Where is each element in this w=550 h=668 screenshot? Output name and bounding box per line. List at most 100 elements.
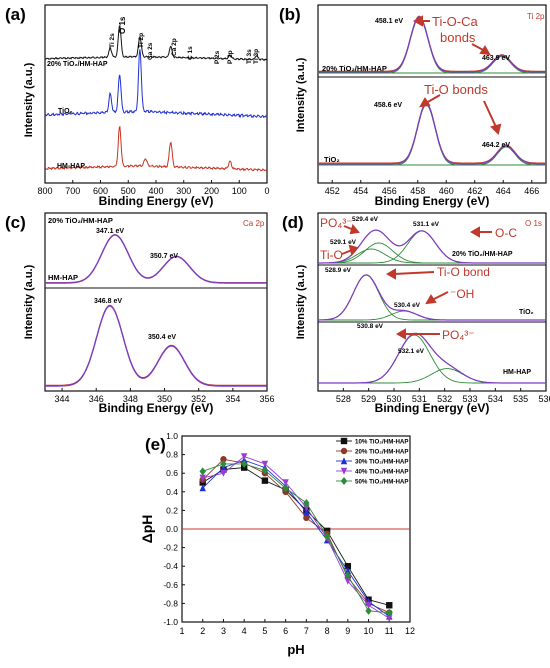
peak-label-p2p: P 2p [227,50,234,64]
x-tick-label: 536 [538,394,550,404]
panel-a-frame [44,4,268,184]
b-arrow-3 [425,94,441,104]
data-point [365,602,372,609]
panel-b-annotations: 458.1 eV 463.9 eV 458.6 eV 464.2 eV [374,18,510,149]
x-tick-label: 528 [336,394,351,404]
panel-a-peak-labels: Ti 2s O 1s Ti 2p Ca 2s Ca 2p C 1s P 2s P… [109,16,260,64]
panel-c-spectra [45,234,267,387]
data-point [282,484,289,493]
x-tick-label: 11 [385,626,394,636]
x-tick-label: 5 [262,626,267,636]
d-arrowhead-3 [348,244,359,257]
fit-component [318,56,546,74]
data-point [199,474,206,482]
y-tick-label: -0.8 [163,598,178,608]
panel-d-curve-label-hmhap: HM-HAP [503,369,531,376]
x-tick-label: 344 [55,394,70,404]
raw-curve [318,102,546,164]
b-bond-bonds: bonds [440,30,476,45]
peak-label-o1s: O 1s [118,16,127,34]
panel-d: (d) O 1s Intensity (a.u.) Binding Energy… [282,212,550,415]
survey-curve [44,25,268,61]
b-ann-458-6: 458.6 eV [374,102,402,109]
peak-label-ti3p: Ti 3p [253,49,260,64]
x-tick-label: 3 [221,626,226,636]
envelope-curve [45,305,267,387]
x-tick-label: 464 [496,186,511,196]
d-bond-oh: ⁻OH [450,287,474,301]
panel-e-ylabel: ΔpH [139,515,155,544]
panel-d-arrows [341,223,492,340]
data-point [240,459,248,468]
peak-label-ti2p: Ti 2p [138,33,145,48]
panel-d-curve-label-composite: 20% TiO₂/HM-HAP [452,251,513,258]
series-line [202,463,390,614]
panel-c-xticks: 344 346 348 350 352 354 356 [55,388,275,404]
data-point [199,484,206,492]
y-tick-label: -1.0 [163,617,178,627]
d-arrowhead-5 [425,294,437,305]
data-point [220,470,227,477]
legend-entry: 50% TiO₂/HM-HAP [355,479,409,486]
series-line [202,458,390,614]
panel-d-xticks: 528 529 530 531 532 533 534 535 536 [336,388,550,404]
b-arrowhead-4 [490,123,502,135]
panel-e-label: (e) [145,435,166,454]
panel-b-arrows [412,15,502,135]
envelope-curve [318,16,546,73]
panel-b-curve-label-tio2: TiO₂ [324,155,340,164]
data-point [220,459,227,468]
x-tick-label: 452 [325,186,340,196]
data-point [199,467,206,476]
b-arrow-4 [483,100,497,128]
panel-c-curve-label-composite: 20% TiO₂/HM-HAP [48,216,113,225]
panel-e-xlabel: pH [287,642,304,657]
y-tick-label: 0.2 [166,505,178,515]
d-ann-530-8: 530.8 eV [357,323,384,330]
y-tick-label: -0.6 [163,580,178,590]
peak-label-ti3s: Ti 3s [246,49,253,64]
panel-b-curve-label-composite: 20% TiO₂/HM-HAP [322,64,387,73]
x-tick-label: 356 [259,394,274,404]
d-bond-tio: Ti-O [320,248,343,262]
envelope-curve [318,103,546,165]
survey-curve [44,49,268,119]
panel-d-annotations: 529.4 eV 531.1 eV 529.1 eV 528.9 eV 530.… [325,216,440,355]
data-point [344,571,352,580]
panel-a-curve-label-hmhap: HM-HAP [57,163,85,170]
data-point [340,477,348,485]
data-point [282,479,289,487]
panel-d-bond-labels: PO₄³⁻ O-C Ti-O Ti-O bond ⁻OH PO₄³⁻ [320,216,517,342]
panel-b-ylabel: Intensity (a.u.) [295,57,307,132]
data-point [303,514,310,522]
legend-entry: 30% TiO₂/HM-HAP [355,459,409,466]
d-ann-530-4: 530.4 eV [394,302,421,309]
panel-c: (c) Ca 2p Intensity (a.u.) Binding Energ… [5,212,275,415]
d-arrow-4 [393,271,435,275]
data-point [340,457,348,465]
b-arrowhead-1 [412,15,423,27]
data-point [344,577,352,585]
x-tick-label: 454 [353,186,368,196]
data-point [344,563,352,570]
data-point [303,498,310,507]
x-tick-label: 534 [488,394,503,404]
x-tick-label: 531 [412,394,427,404]
data-point [240,453,248,461]
y-tick-label: 0.0 [166,524,178,534]
data-point [261,466,269,475]
d-arrowhead-6 [395,328,406,340]
c-ann-346-8: 346.8 eV [94,298,122,305]
x-tick-label: 4 [242,626,247,636]
x-tick-label: 300 [176,186,191,196]
panel-d-curve-label-tio2: TiO₂ [519,309,534,316]
x-tick-label: 1 [179,626,184,636]
d-arrowhead-1 [349,223,360,235]
x-tick-label: 8 [325,626,330,636]
panel-d-label: (d) [282,213,304,232]
panel-a-label: (a) [5,5,26,24]
data-point [365,606,372,615]
panel-d-title: O 1s [525,219,542,228]
envelope-curve [318,332,546,384]
panel-b-bond-labels: Ti-O-Ca bonds Ti-O bonds [424,14,488,97]
